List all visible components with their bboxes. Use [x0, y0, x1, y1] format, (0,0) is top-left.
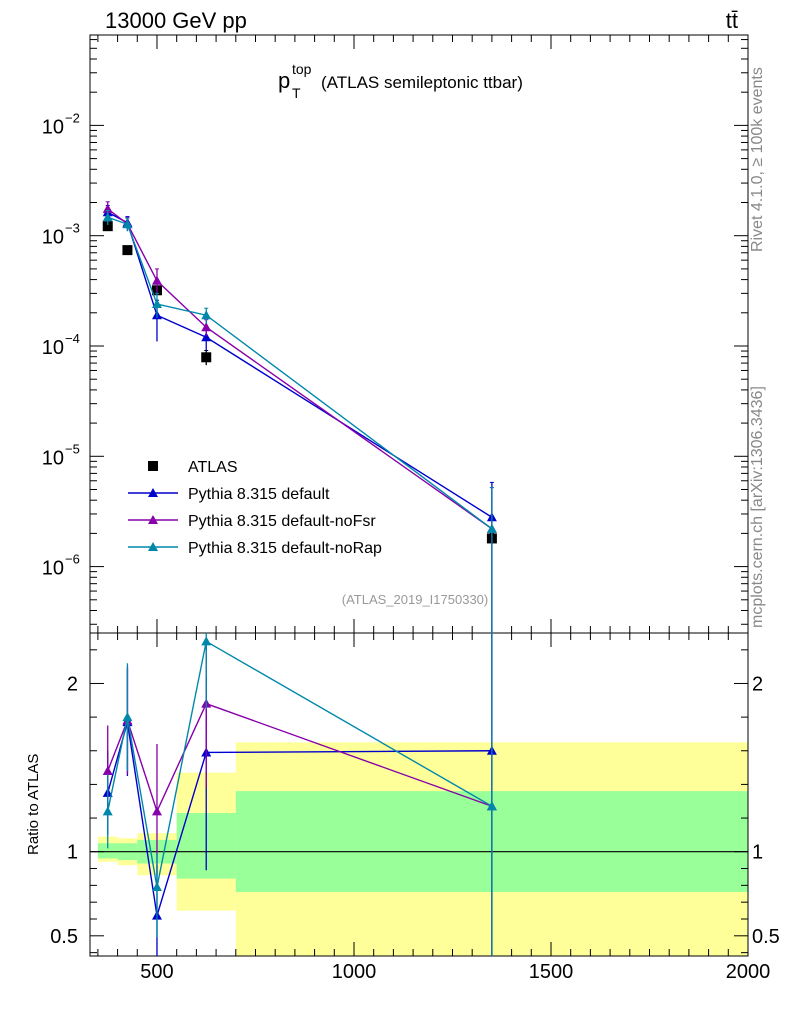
lower-ytick-label-right: 0.5 [752, 926, 780, 948]
energy-label: 13000 GeV pp [105, 8, 247, 33]
data-point-0 [201, 352, 212, 363]
upper-series-group [102, 201, 497, 633]
legend-label-3: Pythia 8.315 default-noRap [188, 540, 382, 557]
ratio-point-3 [122, 712, 133, 722]
ratio-point-3 [102, 806, 113, 816]
data-point-0 [102, 221, 113, 232]
series-line-3 [107, 216, 493, 530]
mc-point-3 [201, 310, 212, 320]
lower-ytick-label-left: 0.5 [50, 926, 78, 948]
legend-label-1: Pythia 8.315 default [188, 486, 330, 503]
legend-marker-0 [148, 461, 158, 471]
lower-ytick-label-right: 1 [752, 842, 763, 864]
legend-marker-1 [148, 488, 158, 497]
legend-label-0: ATLAS [188, 459, 238, 476]
ratio-point-3 [486, 801, 497, 811]
upper-ytick-exponent: −5 [65, 441, 80, 456]
title-superscript: top [292, 61, 312, 77]
upper-ytick-label: 10 [42, 447, 64, 469]
title-p: p [278, 68, 290, 93]
mc-point-3 [151, 299, 162, 309]
series-line-1 [107, 211, 493, 518]
upper-ytick-exponent: −2 [65, 110, 80, 125]
lower-ytick-label-left: 1 [67, 842, 78, 864]
legend-label-2: Pythia 8.315 default-noFsr [188, 513, 376, 530]
xtick-label: 1500 [529, 961, 574, 983]
ratio-ylabel: Ratio to ATLAS [25, 754, 42, 855]
mcplots-label: mcplots.cern.ch [arXiv:1306.3436] [749, 386, 766, 628]
title-subscript: T [292, 85, 301, 101]
green-band-0 [97, 843, 118, 859]
mc-point-3 [122, 219, 133, 229]
lower-y-ticks: 0.5 0.5 1 1 2 2 [50, 649, 780, 954]
upper-ytick-exponent: −6 [65, 552, 80, 567]
lower-ytick-label-right: 2 [752, 673, 763, 695]
lower-series-group [102, 633, 497, 956]
mc-point-3 [486, 523, 497, 533]
ratio-uncertainty-bands [97, 742, 748, 956]
upper-ytick-exponent: −3 [65, 221, 80, 236]
process-label: tt̄ [726, 8, 738, 33]
legend: ATLAS Pythia 8.315 default Pythia 8.315 de… [128, 459, 382, 557]
lower-panel-frame [89, 632, 749, 957]
upper-ytick-label: 10 [42, 116, 64, 138]
ratio-point-3 [201, 636, 212, 646]
data-point-0 [122, 245, 133, 256]
title-rest: (ATLAS semileptonic ttbar) [321, 73, 523, 92]
x-axis-ticks: 500 1000 1500 2000 [97, 35, 771, 983]
xtick-label: 2000 [726, 961, 771, 983]
upper-ytick-label: 10 [42, 337, 64, 359]
mc-point-2 [201, 322, 212, 332]
mc-point-2 [151, 275, 162, 285]
upper-ytick-exponent: −4 [65, 331, 80, 346]
analysis-label: (ATLAS_2019_I1750330) [342, 592, 488, 607]
upper-ytick-label: 10 [42, 558, 64, 580]
ratio-point-2 [151, 806, 162, 816]
mc-point-1 [201, 332, 212, 342]
upper-y-ticks: 10−610−510−410−310−2 [42, 39, 748, 625]
rivet-version-label: Rivet 4.1.0, ≥ 100k events [749, 67, 766, 252]
ratio-point-2 [102, 765, 113, 775]
xtick-label: 500 [140, 961, 173, 983]
legend-marker-2 [148, 515, 158, 524]
legend-marker-3 [148, 542, 158, 551]
upper-ytick-label: 10 [42, 227, 64, 249]
lower-ytick-label-left: 2 [67, 673, 78, 695]
mc-point-2 [102, 203, 113, 213]
mc-point-3 [102, 212, 113, 222]
ratio-point-3 [151, 882, 162, 892]
xtick-label: 1000 [332, 961, 377, 983]
